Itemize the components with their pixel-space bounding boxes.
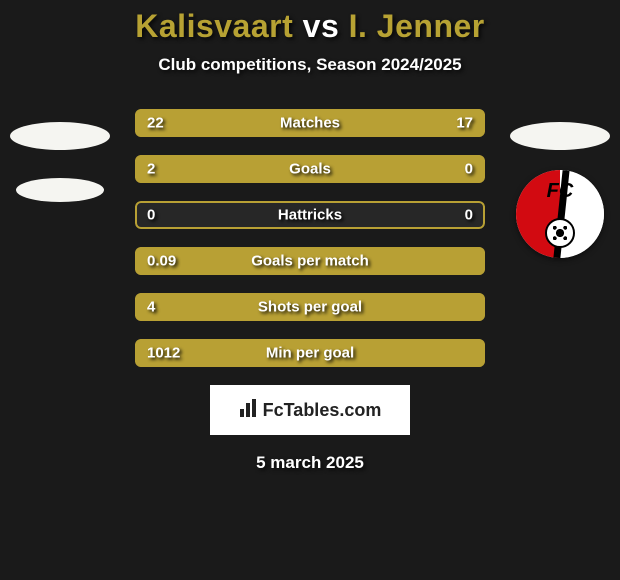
player2-name: I. Jenner xyxy=(349,8,485,44)
placeholder-ellipse-icon xyxy=(16,178,104,202)
stat-label: Shots per goal xyxy=(135,299,485,316)
stat-value-left: 0.09 xyxy=(147,253,176,270)
stats-rows: Matches2217Goals20Hattricks00Goals per m… xyxy=(135,109,485,367)
placeholder-ellipse-icon xyxy=(510,122,610,150)
stat-label: Min per goal xyxy=(135,345,485,362)
player1-name: Kalisvaart xyxy=(135,8,293,44)
card-subtitle: Club competitions, Season 2024/2025 xyxy=(0,55,620,75)
player2-badge-area: FC xyxy=(500,122,620,258)
stat-row: Shots per goal4 xyxy=(135,293,485,321)
stat-label: Matches xyxy=(135,115,485,132)
crest-ball-icon xyxy=(545,218,575,248)
placeholder-ellipse-icon xyxy=(10,122,110,150)
stat-value-right: 0 xyxy=(465,161,473,178)
stat-label: Goals xyxy=(135,161,485,178)
stat-value-left: 2 xyxy=(147,161,155,178)
stat-row: Matches22 17 xyxy=(135,109,485,137)
club-crest-icon: FC xyxy=(516,170,604,258)
stat-label: Goals per match xyxy=(135,253,485,270)
bar-chart-icon xyxy=(239,399,259,422)
stat-label: Hattricks xyxy=(135,207,485,224)
source-text: FcTables.com xyxy=(263,400,382,421)
stat-value-left: 22 xyxy=(147,115,164,132)
stat-value-left: 4 xyxy=(147,299,155,316)
card-date: 5 march 2025 xyxy=(0,453,620,473)
stat-value-left: 0 xyxy=(147,207,155,224)
card-title: Kalisvaart vs I. Jenner xyxy=(0,8,620,45)
stat-row: Hattricks0 0 xyxy=(135,201,485,229)
stat-row: Goals per match0.09 xyxy=(135,247,485,275)
player1-badge-area xyxy=(10,122,110,202)
vs-separator: vs xyxy=(303,8,340,44)
crest-label: FC xyxy=(516,180,604,203)
source-attribution: FcTables.com xyxy=(210,385,410,435)
stat-value-right: 0 xyxy=(465,207,473,224)
stat-value-right: 17 xyxy=(456,115,473,132)
stat-row: Goals2 0 xyxy=(135,155,485,183)
stat-value-left: 1012 xyxy=(147,345,180,362)
stat-row: Min per goal1012 xyxy=(135,339,485,367)
